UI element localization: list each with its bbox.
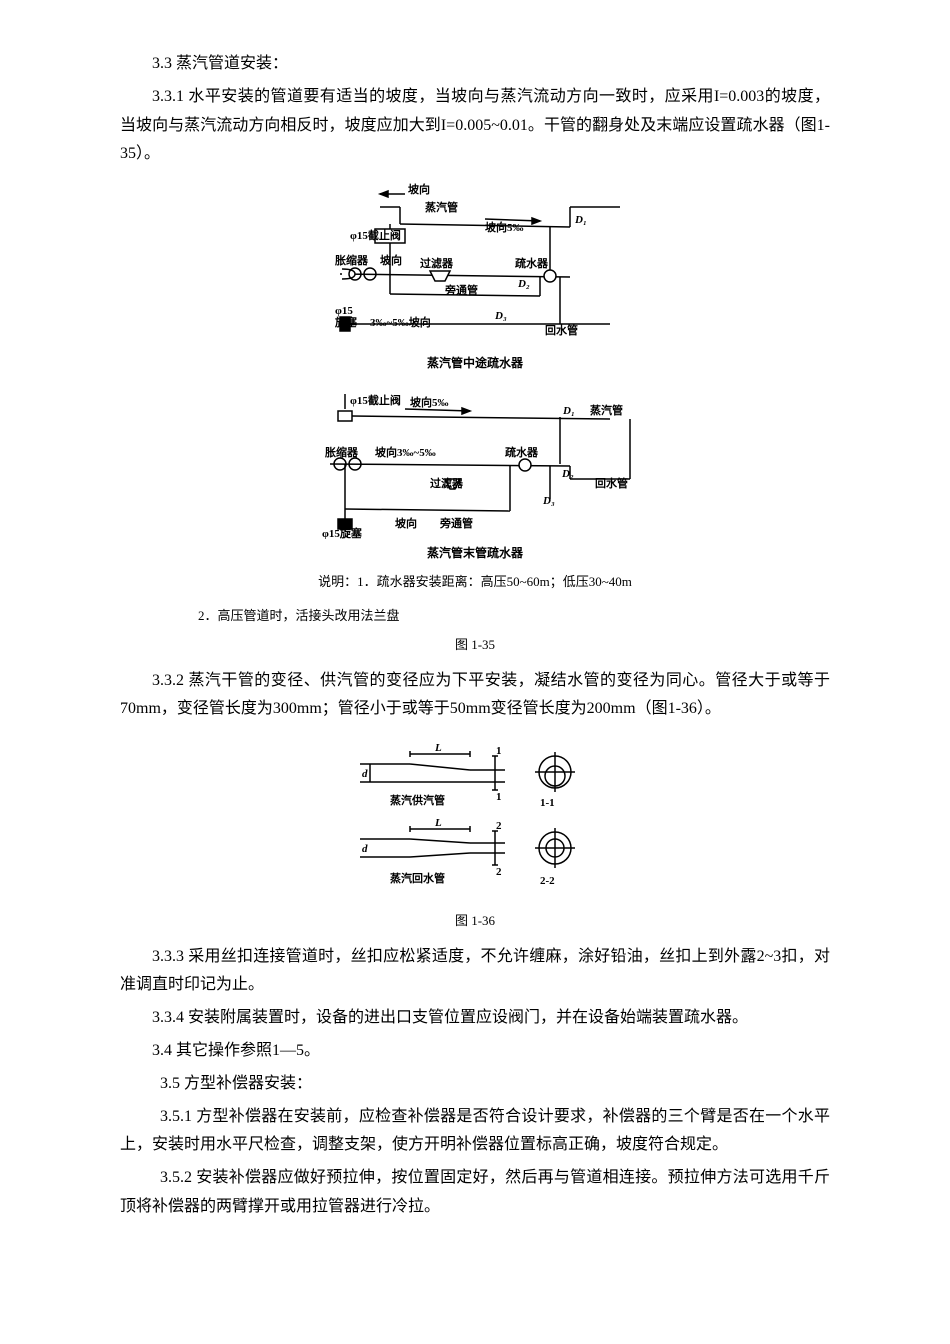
label-expander-b: 胀缩器 bbox=[325, 445, 359, 459]
caption-135-upper: 蒸汽管中途疏水器 bbox=[120, 353, 830, 375]
label-steam-pipe: 蒸汽管 bbox=[425, 200, 458, 214]
caption-135-lower: 蒸汽管末管疏水器 bbox=[120, 543, 830, 565]
label-valve15b: φ15截止阀 bbox=[350, 393, 401, 407]
section-33-header: 3.3 蒸汽管道安装： bbox=[120, 50, 830, 79]
label-d2a: D₂ bbox=[517, 278, 530, 290]
label-slope5: 坡向5‰ bbox=[485, 220, 524, 234]
label-plug15a2: 旋塞 bbox=[334, 315, 358, 329]
section-34-text: 3.4 其它操作参照1—5。 bbox=[120, 1037, 830, 1066]
label-L-upper: L bbox=[434, 742, 442, 754]
label-d2b: D₂ bbox=[561, 468, 574, 480]
figure-135-label: 图 1-35 bbox=[120, 633, 830, 656]
diagram-135-upper: 坡向 蒸汽管 φ15截止阀 坡向5‰ D₁ 胀缩器 坡向 过滤器 疏水器 旁通管… bbox=[320, 179, 630, 349]
label-plug15b: φ15旋塞 bbox=[322, 526, 363, 539]
label-bypass: 旁通管 bbox=[444, 283, 478, 297]
section-334-text: 3.3.4 安装附属装置时，设备的进出口支管位置应设阀门，并在设备始端装置疏水器… bbox=[120, 1004, 830, 1033]
section-351-text: 3.5.1 方型补偿器在安装前，应检查补偿器是否符合设计要求，补偿器的三个臂是否… bbox=[120, 1103, 830, 1161]
section-35-header: 3.5 方型补偿器安装： bbox=[120, 1070, 830, 1099]
label-d-upper: d bbox=[362, 768, 368, 780]
label-L-lower: L bbox=[434, 817, 442, 829]
label-sec2-bot: 2 bbox=[496, 866, 502, 878]
label-filter: 过滤器 bbox=[420, 256, 454, 270]
label-sec2-top: 2 bbox=[496, 820, 502, 832]
diagram-136: L d 1 1 蒸汽供汽管 1-1 L d 2 2 蒸汽回水管 2-2 bbox=[340, 734, 610, 899]
label-plug15a1: φ15 bbox=[335, 305, 353, 317]
label-bypass-b: 旁通管 bbox=[439, 516, 473, 530]
label-slope-dir2: 坡向 bbox=[380, 253, 402, 267]
label-trap: 疏水器 bbox=[515, 256, 549, 270]
label-sec1-top: 1 bbox=[496, 745, 502, 757]
label-d-lower: d bbox=[362, 843, 368, 855]
label-slope35: 3‰~5‰坡向 bbox=[370, 315, 431, 329]
diagram-135-lower: φ15截止阀 坡向5‰ D₁ 蒸汽管 胀缩器 坡向3‰~5‰ 疏水器 过滤器 D… bbox=[310, 379, 640, 539]
figure-136-label: 图 1-36 bbox=[120, 909, 830, 932]
label-valve15: φ15截止阀 bbox=[350, 228, 401, 242]
label-sec22: 2-2 bbox=[540, 875, 555, 887]
label-slope-dir-b: 坡向 bbox=[395, 516, 417, 530]
section-333-text: 3.3.3 采用丝扣连接管道时，丝扣应松紧适度，不允许缠麻，涂好铅油，丝扣上到外… bbox=[120, 943, 830, 1001]
label-d1b: D₁ bbox=[562, 405, 575, 417]
label-expander: 胀缩器 bbox=[335, 253, 369, 267]
figure-135-note2: 2．高压管道时，活接头改用法兰盘 bbox=[120, 604, 830, 627]
figure-135-note1: 说明：1．疏水器安装距离：高压50~60m；低压30~40m bbox=[120, 570, 830, 593]
figure-135: 坡向 蒸汽管 φ15截止阀 坡向5‰ D₁ 胀缩器 坡向 过滤器 疏水器 旁通管… bbox=[120, 179, 830, 594]
label-filter-b: 过滤器 bbox=[430, 476, 464, 490]
label-d3b: D₃ bbox=[542, 495, 555, 507]
section-331-text: 3.3.1 水平安装的管道要有适当的坡度，当坡向与蒸汽流动方向一致时，应采用I=… bbox=[120, 83, 830, 169]
label-d1: D₁ bbox=[574, 214, 587, 226]
label-return-b: 回水管 bbox=[595, 476, 628, 490]
label-slope-dir: 坡向 bbox=[408, 182, 430, 196]
label-sec1-bot: 1 bbox=[496, 791, 502, 803]
section-332-text: 3.3.2 蒸汽干管的变径、供汽管的变径应为下平安装，凝结水管的变径为同心。管径… bbox=[120, 667, 830, 725]
label-supply: 蒸汽供汽管 bbox=[390, 793, 445, 807]
section-352-text: 3.5.2 安装补偿器应做好预拉伸，按位置固定好，然后再与管道相连接。预拉伸方法… bbox=[120, 1164, 830, 1222]
label-trap-b: 疏水器 bbox=[505, 445, 539, 459]
label-return-a: 回水管 bbox=[545, 323, 578, 337]
label-slope35b: 坡向3‰~5‰ bbox=[375, 445, 436, 459]
label-sec11: 1-1 bbox=[540, 797, 555, 809]
figure-136: L d 1 1 蒸汽供汽管 1-1 L d 2 2 蒸汽回水管 2-2 bbox=[120, 734, 830, 899]
label-d3a: D₃ bbox=[494, 310, 507, 322]
label-steam-pipe-b: 蒸汽管 bbox=[590, 403, 623, 417]
label-return: 蒸汽回水管 bbox=[390, 871, 445, 885]
label-slope5b: 坡向5‰ bbox=[410, 395, 449, 409]
